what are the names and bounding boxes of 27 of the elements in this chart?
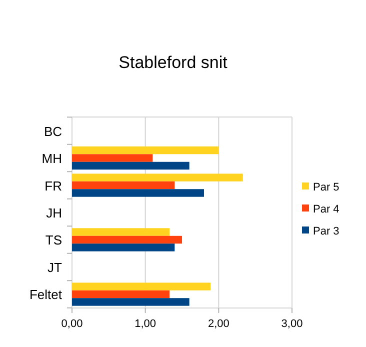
- x-tick-label: 0,00: [61, 318, 83, 330]
- y-tick-label: JH: [46, 206, 62, 220]
- bar: [72, 290, 170, 298]
- bar: [72, 282, 211, 290]
- legend-label: Par 4: [313, 204, 340, 216]
- y-tick-label: BC: [44, 124, 62, 139]
- bar: [72, 236, 182, 244]
- chart-title: Stableford snit: [118, 53, 228, 72]
- x-tick-label: 2,00: [208, 318, 230, 330]
- bar: [72, 244, 175, 252]
- bar: [72, 181, 175, 190]
- bar: [72, 189, 204, 197]
- y-tick-label: MH: [42, 151, 62, 166]
- bar: [72, 154, 153, 162]
- y-tick-label: FR: [44, 178, 62, 194]
- y-tick-label: Feltet: [29, 287, 62, 302]
- legend-label: Par 3: [313, 226, 340, 238]
- bar: [72, 228, 170, 236]
- legend-label: Par 5: [313, 182, 340, 194]
- y-tick-label: TS: [45, 232, 62, 248]
- bar: [72, 298, 190, 306]
- bar: [72, 162, 190, 170]
- bar: [72, 146, 219, 154]
- x-tick-label: 1,00: [134, 318, 156, 330]
- x-tick-label: 3,00: [281, 318, 303, 330]
- y-tick-label: JT: [48, 260, 62, 275]
- bar: [72, 174, 243, 182]
